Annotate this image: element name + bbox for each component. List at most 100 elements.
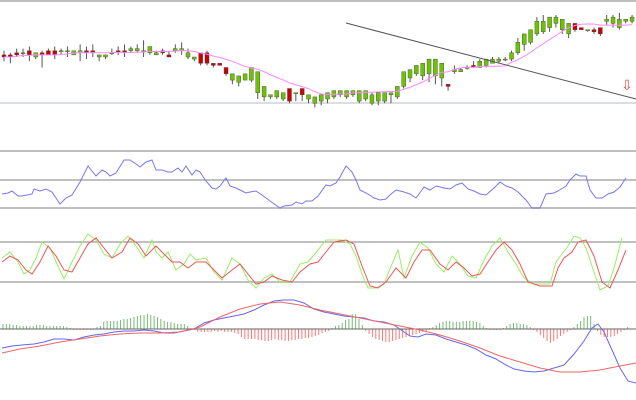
bull-candle-body bbox=[629, 16, 635, 22]
candle bbox=[617, 12, 622, 30]
bull-candle-body bbox=[192, 56, 197, 60]
candle bbox=[502, 57, 508, 62]
candle bbox=[572, 23, 578, 32]
rsi-panel[interactable] bbox=[1, 159, 627, 209]
bull-candle-body bbox=[369, 94, 375, 104]
bull-candle-body bbox=[509, 52, 514, 60]
bull-candle-body bbox=[458, 69, 463, 72]
candle bbox=[135, 44, 140, 53]
bull-candle-body bbox=[388, 92, 394, 95]
candle bbox=[522, 33, 527, 51]
candle bbox=[331, 90, 337, 99]
candle bbox=[439, 63, 444, 87]
bear-candle-body bbox=[46, 50, 51, 56]
bull-candle-body bbox=[268, 94, 273, 98]
candle bbox=[39, 50, 45, 68]
candle bbox=[128, 46, 134, 53]
bull-candle-body bbox=[528, 29, 533, 43]
bull-candle-body bbox=[306, 94, 311, 100]
candle bbox=[306, 94, 311, 104]
bull-candle-body bbox=[357, 90, 362, 102]
candle bbox=[147, 46, 153, 55]
candle bbox=[14, 48, 19, 57]
panel-frames bbox=[0, 0, 636, 283]
stochastic-panel[interactable] bbox=[1, 233, 627, 291]
bull-candle-body bbox=[522, 33, 527, 45]
candle bbox=[541, 15, 546, 34]
moving-average-line bbox=[4, 23, 633, 96]
candle bbox=[623, 19, 628, 24]
bull-candle-body bbox=[439, 63, 444, 79]
candle bbox=[496, 57, 502, 64]
candle bbox=[96, 54, 102, 62]
candle bbox=[33, 52, 38, 60]
candle bbox=[604, 15, 609, 26]
candle bbox=[420, 63, 425, 81]
sell-arrow-icon[interactable]: ⇩ bbox=[621, 78, 633, 94]
candle bbox=[515, 38, 521, 55]
candle bbox=[566, 23, 571, 39]
bull-candle-body bbox=[261, 86, 267, 98]
bull-candle-body bbox=[477, 61, 482, 68]
bull-candle-body bbox=[553, 16, 559, 24]
candle bbox=[299, 88, 305, 102]
candle bbox=[350, 90, 356, 97]
candle bbox=[382, 92, 387, 104]
candle bbox=[369, 92, 375, 106]
candle bbox=[312, 96, 318, 108]
candle bbox=[230, 73, 235, 85]
candle bbox=[598, 27, 603, 36]
candle bbox=[122, 44, 127, 57]
price-panel[interactable]: ⇩ bbox=[0, 12, 636, 108]
bear-candle-body bbox=[14, 52, 19, 56]
bull-candle-body bbox=[433, 58, 438, 77]
candle bbox=[610, 15, 616, 28]
bull-candle-body bbox=[610, 16, 616, 24]
bull-candle-body bbox=[280, 92, 286, 100]
candle bbox=[401, 71, 406, 89]
macd-panel[interactable] bbox=[0, 299, 636, 384]
rsi-line bbox=[1, 159, 627, 209]
candle bbox=[534, 17, 540, 36]
candle bbox=[192, 56, 197, 62]
candle bbox=[141, 40, 146, 57]
candle bbox=[115, 46, 121, 55]
candle bbox=[579, 27, 584, 30]
bull-candle-body bbox=[617, 19, 622, 28]
bull-candle-body bbox=[547, 16, 552, 28]
candle bbox=[528, 29, 533, 45]
bull-candle-body bbox=[363, 90, 368, 100]
bull-candle-body bbox=[401, 71, 406, 87]
candle bbox=[585, 29, 590, 32]
bull-candle-body bbox=[325, 92, 330, 100]
stoch-d-line bbox=[1, 237, 627, 289]
bull-candle-body bbox=[534, 21, 540, 35]
bull-candle-body bbox=[185, 52, 191, 58]
bear-candle-body bbox=[579, 27, 584, 30]
candle bbox=[242, 73, 248, 81]
candle bbox=[395, 86, 400, 99]
bear-candle-body bbox=[445, 84, 451, 87]
bull-candle-body bbox=[173, 48, 178, 51]
candle bbox=[287, 88, 292, 104]
candle bbox=[223, 67, 229, 76]
bull-candle-body bbox=[420, 63, 425, 77]
candle bbox=[1, 50, 7, 62]
macd-line bbox=[1, 299, 636, 384]
candle bbox=[344, 90, 349, 99]
candle bbox=[388, 92, 394, 104]
bear-candle-body bbox=[27, 50, 32, 56]
candle bbox=[280, 92, 286, 102]
bull-candle-body bbox=[407, 69, 413, 79]
candle bbox=[261, 86, 267, 102]
candle bbox=[629, 15, 635, 24]
bear-candle-body bbox=[198, 52, 203, 64]
bull-candle-body bbox=[20, 52, 26, 54]
bear-candle-body bbox=[287, 88, 292, 102]
bull-candle-body bbox=[483, 58, 489, 66]
candle bbox=[553, 15, 559, 28]
bull-candle-body bbox=[147, 46, 153, 53]
candle bbox=[179, 42, 184, 55]
